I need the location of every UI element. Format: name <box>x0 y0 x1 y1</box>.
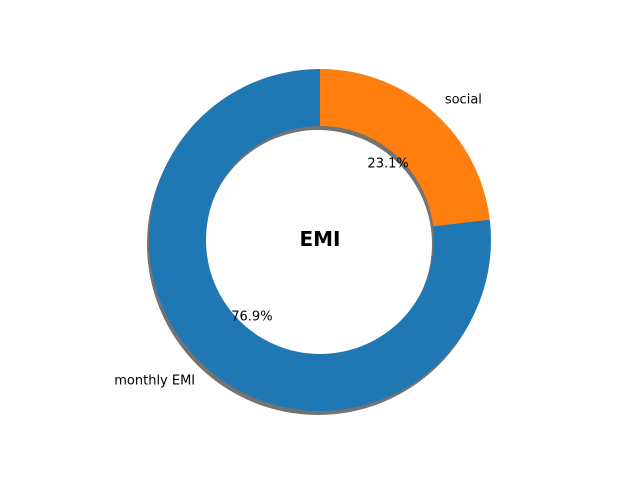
slice-monthly-emi <box>149 69 491 411</box>
donut-labels: monthly EMI 76.9% social 23.1% <box>114 92 482 388</box>
slice-pct-monthly-emi: 76.9% <box>231 310 272 325</box>
slice-pct-social: 23.1% <box>367 156 408 171</box>
donut-slices <box>149 69 491 411</box>
slice-label-social: social <box>445 92 482 107</box>
slice-label-monthly-emi: monthly EMI <box>114 374 195 389</box>
center-label: EMI <box>299 227 340 251</box>
slice-social <box>320 69 490 227</box>
